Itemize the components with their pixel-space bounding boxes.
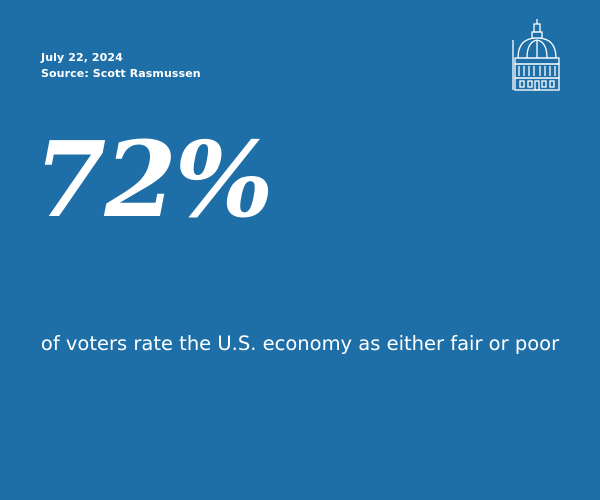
source: Source: Scott Rasmussen: [41, 67, 201, 80]
capitol-logo: [512, 19, 560, 91]
stat-caption: of voters rate the U.S. economy as eithe…: [40, 332, 560, 355]
date: July 22, 2024: [41, 51, 123, 64]
headline-stat: 72%: [34, 118, 274, 241]
